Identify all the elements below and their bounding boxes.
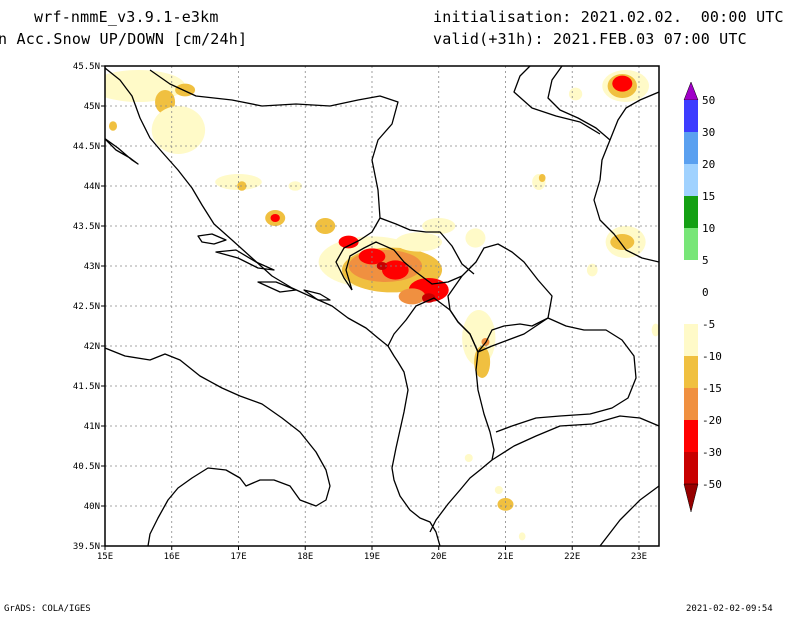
y-tick-label: 40N (84, 502, 100, 512)
y-tick-label: 43N (84, 262, 100, 272)
legend-arrow-top (683, 81, 699, 101)
y-tick-label: 41N (84, 422, 100, 432)
legend-swatch (684, 452, 698, 484)
snow-area (270, 214, 280, 222)
legend-label: -5 (702, 318, 715, 331)
legend-label: -20 (702, 414, 722, 427)
snow-area (494, 486, 503, 494)
snow-area (568, 87, 583, 101)
snow-area (109, 121, 118, 131)
x-tick-label: 20E (431, 552, 447, 562)
island-brac (197, 233, 227, 245)
legend-label: 30 (702, 126, 715, 139)
danube (513, 66, 601, 135)
x-tick-label: 15E (97, 552, 113, 562)
model-title: wrf-nmmE_v3.9.1-e3km (34, 8, 219, 26)
island-korcula (257, 281, 297, 293)
snow-area (395, 232, 443, 252)
snow-area (651, 323, 659, 337)
macedonia-border (477, 317, 637, 433)
y-tick-label: 39.5N (73, 542, 100, 552)
legend-swatch (684, 324, 698, 356)
legend-label: -15 (702, 382, 722, 395)
italy-coastline (105, 347, 331, 546)
snow-area (465, 228, 486, 248)
island-krk (105, 137, 139, 165)
y-tick-label: 42.5N (73, 302, 100, 312)
snow-area (538, 174, 546, 182)
greece-coast (599, 485, 659, 546)
init-time: initialisation: 2021.02.02. 00:00 UTC (433, 8, 784, 26)
snow-area (497, 498, 514, 511)
snow-area (610, 234, 635, 250)
snow-area (398, 288, 426, 305)
albania-border (387, 297, 495, 533)
croatia-bih-border (149, 69, 399, 291)
snow-area (586, 263, 598, 277)
bulgaria-border (593, 91, 659, 263)
x-tick-label: 16E (164, 552, 180, 562)
x-tick-label: 17E (230, 552, 246, 562)
island-hvar (215, 249, 275, 271)
snow-area (151, 106, 206, 154)
legend-label: -10 (702, 350, 722, 363)
y-tick-label: 44N (84, 182, 100, 192)
legend-label: 15 (702, 190, 715, 203)
greece-border (491, 415, 659, 461)
legend-label: 20 (702, 158, 715, 171)
legend-swatch (684, 132, 698, 164)
x-tick-label: 19E (364, 552, 380, 562)
serbia-border (379, 217, 475, 275)
footer-left: GrADS: COLA/IGES (4, 604, 91, 614)
snow-area (518, 532, 526, 541)
y-tick-label: 45N (84, 102, 100, 112)
legend-label: 10 (702, 222, 715, 235)
snow-area (422, 293, 436, 303)
x-tick-label: 18E (297, 552, 313, 562)
legend-swatch (684, 260, 698, 292)
legend-swatch (684, 356, 698, 388)
y-tick-label: 40.5N (73, 462, 100, 472)
legend-label: -30 (702, 446, 722, 459)
x-tick-label: 21E (497, 552, 513, 562)
legend-swatch (684, 228, 698, 260)
x-tick-label: 23E (631, 552, 647, 562)
legend-swatch (684, 388, 698, 420)
legend-label: 0 (702, 286, 709, 299)
legend-label: 50 (702, 94, 715, 107)
adriatic-coastline (105, 67, 441, 546)
legend-label: 5 (702, 254, 709, 267)
snow-area (338, 235, 359, 249)
snow-area (464, 454, 473, 462)
x-tick-label: 22E (564, 552, 580, 562)
snow-area (382, 260, 409, 280)
legend-arrow-bottom (683, 483, 699, 513)
legend-swatch (684, 420, 698, 452)
y-tick-label: 42N (84, 342, 100, 352)
legend-swatch (684, 196, 698, 228)
y-tick-label: 44.5N (73, 142, 100, 152)
romania-serbia-border (547, 66, 611, 141)
legend-swatch (684, 100, 698, 132)
legend-label: -50 (702, 478, 722, 491)
y-tick-label: 43.5N (73, 222, 100, 232)
legend-swatch (684, 292, 698, 324)
bih-mne-border (345, 241, 463, 291)
y-tick-label: 41.5N (73, 382, 100, 392)
snow-area (612, 75, 633, 92)
footer-right: 2021-02-02-09:54 (686, 604, 773, 614)
y-tick-label: 45.5N (73, 62, 100, 72)
legend-swatch (684, 164, 698, 196)
valid-time: valid(+31h): 2021.FEB.03 07:00 UTC (433, 30, 747, 48)
island-mljet (303, 289, 331, 301)
field-title: n Acc.Snow UP/DOWN [cm/24h] (0, 30, 248, 48)
